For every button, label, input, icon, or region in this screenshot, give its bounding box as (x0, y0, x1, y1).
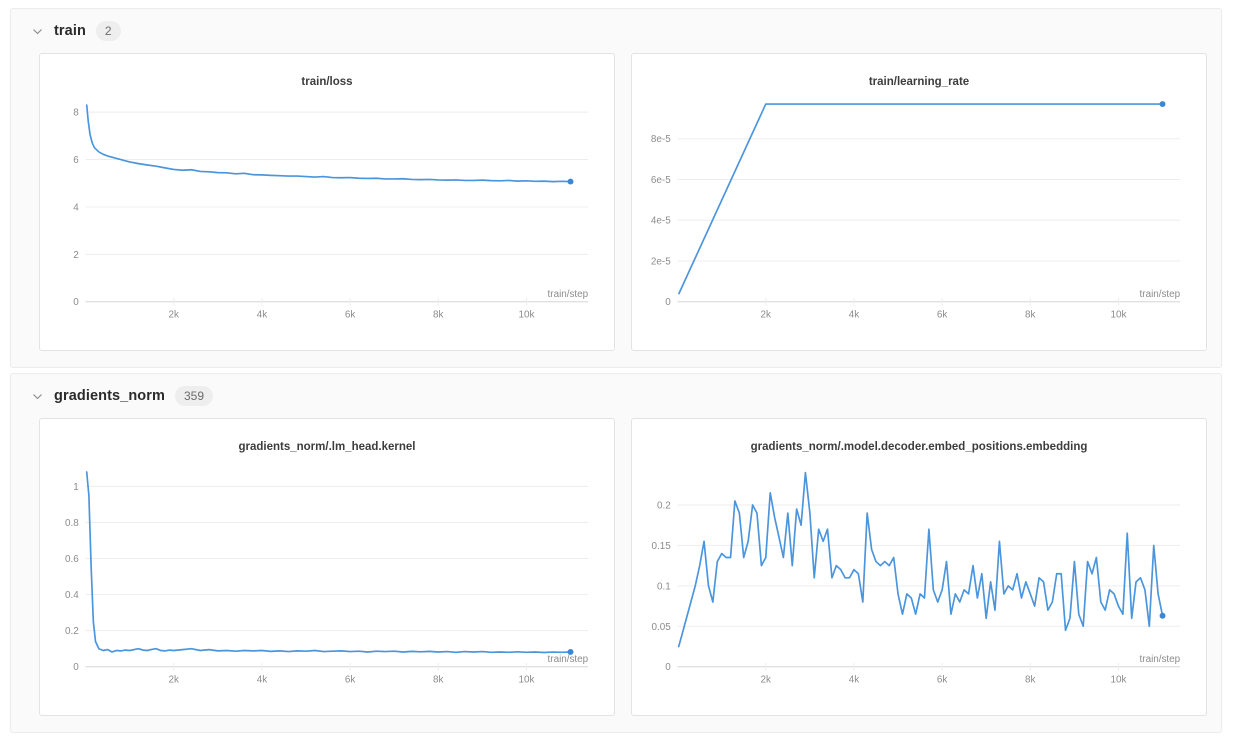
svg-text:6e-5: 6e-5 (651, 175, 671, 186)
svg-text:6k: 6k (937, 675, 947, 686)
charts-row: train/loss 0 2 4 6 8 2k 4k 6k 8k 10k train/step tr… (21, 53, 1215, 351)
svg-text:0.05: 0.05 (651, 622, 671, 633)
chart-card-lm-head-kernel[interactable]: gradients_norm/.lm_head.kernel 0 0.2 0.4 0.… (39, 418, 615, 716)
svg-text:train/step: train/step (1140, 289, 1181, 300)
svg-text:4k: 4k (257, 675, 267, 686)
svg-text:6: 6 (73, 155, 79, 166)
svg-text:8k: 8k (433, 675, 443, 686)
svg-text:0.6: 0.6 (65, 554, 79, 565)
svg-text:6k: 6k (345, 310, 355, 321)
svg-text:4e-5: 4e-5 (651, 216, 671, 227)
svg-text:4: 4 (73, 202, 79, 213)
svg-text:4k: 4k (257, 310, 267, 321)
svg-text:2k: 2k (761, 675, 771, 686)
section-gradients-norm: gradients_norm 359 gradients_norm/.lm_he… (10, 373, 1222, 733)
svg-text:0.2: 0.2 (657, 500, 671, 511)
svg-text:8k: 8k (1025, 675, 1035, 686)
svg-text:4k: 4k (849, 675, 859, 686)
svg-text:0: 0 (665, 297, 671, 308)
svg-text:1: 1 (73, 482, 79, 493)
chart-title: gradients_norm/.model.decoder.embed_posi… (750, 441, 1088, 453)
chevron-down-icon[interactable] (31, 390, 44, 403)
svg-text:2k: 2k (169, 310, 179, 321)
charts-row: gradients_norm/.lm_head.kernel 0 0.2 0.4 0.… (21, 418, 1215, 716)
section-label: train (54, 23, 86, 39)
svg-text:0.8: 0.8 (65, 518, 79, 529)
chart-title: train/learning_rate (868, 76, 970, 88)
section-count-badge: 2 (95, 21, 121, 41)
svg-text:10k: 10k (518, 675, 534, 686)
section-count-badge: 359 (174, 386, 214, 406)
section-train-header[interactable]: train 2 (21, 17, 1215, 41)
chart-card-train-learning-rate[interactable]: train/learning_rate 0 2e-5 4e-5 6e-5 8e-5 2k 4… (631, 53, 1207, 351)
svg-text:10k: 10k (1110, 675, 1126, 686)
svg-text:8: 8 (73, 108, 79, 119)
svg-text:4k: 4k (849, 310, 859, 321)
svg-text:2k: 2k (169, 675, 179, 686)
svg-text:2k: 2k (761, 310, 771, 321)
chevron-down-icon[interactable] (31, 25, 44, 38)
svg-text:6k: 6k (937, 310, 947, 321)
line-chart-embed-positions[interactable]: 0 0.05 0.1 0.15 0.2 2k 4k 6k 8k 10k train/step (642, 457, 1196, 694)
chart-title: gradients_norm/.lm_head.kernel (238, 441, 416, 453)
chart-card-embed-positions[interactable]: gradients_norm/.model.decoder.embed_posi… (631, 418, 1207, 716)
svg-text:0: 0 (665, 662, 671, 673)
svg-text:train/step: train/step (548, 654, 589, 665)
svg-text:8k: 8k (433, 310, 443, 321)
svg-text:10k: 10k (1110, 310, 1126, 321)
line-chart-train-learning-rate[interactable]: 0 2e-5 4e-5 6e-5 8e-5 2k 4k 6k 8k 10k train/step (642, 92, 1196, 329)
svg-text:8e-5: 8e-5 (651, 134, 671, 145)
svg-text:0.2: 0.2 (65, 626, 79, 637)
section-gradients-norm-header[interactable]: gradients_norm 359 (21, 382, 1215, 406)
svg-text:train/step: train/step (548, 289, 589, 300)
svg-text:0.4: 0.4 (65, 590, 79, 601)
chart-title: train/loss (301, 76, 353, 88)
svg-text:2e-5: 2e-5 (651, 256, 671, 267)
svg-text:0.1: 0.1 (657, 581, 671, 592)
svg-text:6k: 6k (345, 675, 355, 686)
line-chart-lm-head-kernel[interactable]: 0 0.2 0.4 0.6 0.8 1 2k 4k 6k 8k 10k train/step (50, 457, 604, 694)
svg-text:2: 2 (73, 250, 79, 261)
section-train: train 2 train/loss 0 2 4 6 8 2k 4k 6k 8k 10k train… (10, 8, 1222, 368)
svg-text:10k: 10k (518, 310, 534, 321)
svg-text:0: 0 (73, 297, 79, 308)
chart-card-train-loss[interactable]: train/loss 0 2 4 6 8 2k 4k 6k 8k 10k train/step (39, 53, 615, 351)
svg-text:0.15: 0.15 (651, 541, 671, 552)
line-chart-train-loss[interactable]: 0 2 4 6 8 2k 4k 6k 8k 10k train/step (50, 92, 604, 329)
section-label: gradients_norm (54, 388, 165, 404)
svg-text:train/step: train/step (1140, 654, 1181, 665)
svg-text:0: 0 (73, 662, 79, 673)
svg-text:8k: 8k (1025, 310, 1035, 321)
